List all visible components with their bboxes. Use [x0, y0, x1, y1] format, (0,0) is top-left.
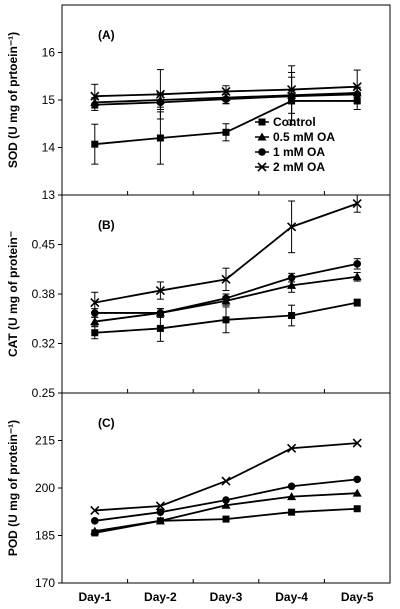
y-tick-label: 170 [35, 576, 55, 590]
y-tick-label: 16 [42, 46, 56, 60]
series-circle [91, 258, 362, 318]
panel-2: 0.25 0.32 0.38 0.45 (B) CAT (U mg of protein⁻ [6, 194, 391, 400]
data-point [222, 496, 230, 504]
data-point [352, 199, 362, 209]
data-point [287, 273, 296, 282]
data-point [287, 84, 297, 95]
data-point [156, 309, 165, 317]
y-tick-label: 185 [35, 529, 55, 543]
x-axis-tick-labels: Day-1 Day-2 Day-3 Day-4 Day-5 [78, 590, 373, 604]
data-point [222, 316, 230, 324]
y-tick-label: 15 [42, 93, 56, 107]
data-point [222, 294, 230, 303]
y-tick-label: 0.45 [32, 238, 56, 252]
data-point [353, 505, 361, 513]
x-tick-label: Day-5 [341, 590, 374, 604]
data-point [156, 508, 165, 516]
data-point [91, 517, 99, 525]
series-cross [90, 438, 362, 516]
series-cross [90, 65, 362, 120]
legend-entry: 2 mM OA [273, 160, 325, 174]
data-point [156, 324, 164, 332]
data-point [352, 438, 362, 448]
data-point [287, 280, 297, 289]
panels: 13 14 15 16 (A) SOD (U mg of prtoein⁻¹) Contro… [6, 4, 391, 590]
y-axis-label: CAT (U mg of protein⁻ [6, 231, 20, 357]
data-point [353, 299, 361, 307]
data-point [222, 515, 230, 523]
data-point [353, 475, 362, 484]
data-point [288, 312, 296, 320]
y-tick-label: 200 [35, 481, 55, 495]
x-tick-label: Day-1 [78, 590, 111, 604]
legend-marker [257, 132, 267, 141]
data-point [155, 501, 165, 511]
data-point [155, 516, 165, 525]
data-point [288, 508, 296, 516]
data-point [352, 82, 362, 92]
legend-marker [258, 118, 266, 126]
data-point [287, 482, 296, 491]
y-tick-label: 13 [42, 188, 56, 202]
series-square [91, 505, 361, 537]
panel-label: (C) [98, 416, 115, 430]
data-point [221, 476, 231, 486]
legend-entry: Control [273, 115, 316, 129]
data-point [352, 488, 362, 497]
y-tick-label: 0.38 [32, 287, 56, 301]
panel-label: (A) [98, 28, 115, 42]
y-tick-label: 0.32 [32, 337, 56, 351]
data-point [90, 91, 100, 101]
legend-entry: 0.5 mM OA [273, 130, 335, 144]
y-axis-label: POD (U mg of protein⁻¹) [6, 420, 20, 556]
y-tick-label: 0.25 [32, 386, 56, 400]
data-point [287, 443, 297, 453]
data-point [91, 140, 99, 148]
legend-marker [257, 162, 267, 172]
y-tick-label: 215 [35, 434, 55, 448]
series-circle [91, 475, 362, 525]
data-point [221, 500, 231, 509]
panel-1: 13 14 15 16 (A) SOD (U mg of prtoein⁻¹) Contro… [6, 4, 391, 202]
data-point [156, 134, 164, 142]
y-tick-label: 14 [42, 141, 56, 155]
data-point [221, 274, 231, 284]
data-point [90, 526, 100, 535]
legend-marker [258, 148, 266, 156]
y-axis-label: SOD (U mg of prtoein⁻¹) [6, 32, 20, 168]
series-cross [90, 194, 362, 314]
series-triangle [90, 488, 362, 535]
panel-3: 170 185 200 215 (C) POD (U mg of protein⁻¹) [6, 392, 391, 590]
panel-label: (B) [98, 218, 115, 232]
x-tick-label: Day-3 [210, 590, 243, 604]
data-point [352, 272, 362, 281]
data-point [221, 86, 231, 97]
data-point [287, 222, 297, 232]
x-tick-label: Day-2 [144, 590, 177, 604]
data-point [90, 298, 100, 308]
x-tick-label: Day-4 [275, 590, 308, 604]
data-point [155, 89, 165, 99]
data-point [287, 492, 297, 501]
data-point [222, 128, 230, 136]
data-point [91, 329, 99, 337]
legend-entry: 1 mM OA [273, 145, 325, 159]
data-point [90, 505, 100, 516]
data-point [90, 317, 100, 326]
data-point [155, 285, 165, 296]
data-point [353, 260, 362, 268]
